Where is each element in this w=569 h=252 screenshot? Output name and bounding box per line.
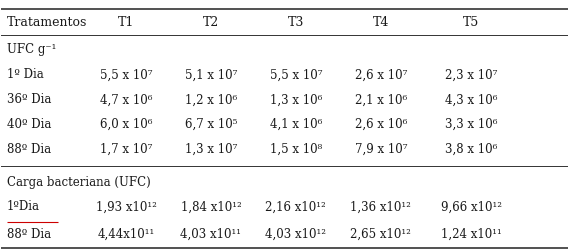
Text: 2,65 x10¹²: 2,65 x10¹² xyxy=(351,228,411,241)
Text: 1,93 x10¹²: 1,93 x10¹² xyxy=(96,201,156,213)
Text: 1,24 x10¹¹: 1,24 x10¹¹ xyxy=(441,228,502,241)
Text: T2: T2 xyxy=(203,16,219,29)
Text: 1,3 x 10⁶: 1,3 x 10⁶ xyxy=(270,93,322,106)
Text: 4,7 x 10⁶: 4,7 x 10⁶ xyxy=(100,93,152,106)
Text: 5,5 x 10⁷: 5,5 x 10⁷ xyxy=(270,68,322,81)
Text: T5: T5 xyxy=(463,16,480,29)
Text: T1: T1 xyxy=(118,16,134,29)
Text: 1,3 x 10⁷: 1,3 x 10⁷ xyxy=(185,143,237,156)
Text: T4: T4 xyxy=(373,16,389,29)
Text: 1,7 x 10⁷: 1,7 x 10⁷ xyxy=(100,143,152,156)
Text: 6,0 x 10⁶: 6,0 x 10⁶ xyxy=(100,118,152,131)
Text: 2,1 x 10⁶: 2,1 x 10⁶ xyxy=(354,93,407,106)
Text: 1ºDia: 1ºDia xyxy=(7,201,40,213)
Text: 40º Dia: 40º Dia xyxy=(7,118,51,131)
Text: 3,8 x 10⁶: 3,8 x 10⁶ xyxy=(445,143,497,156)
Text: 4,44x10¹¹: 4,44x10¹¹ xyxy=(97,228,155,241)
Text: 4,03 x10¹²: 4,03 x10¹² xyxy=(265,228,327,241)
Text: 5,1 x 10⁷: 5,1 x 10⁷ xyxy=(185,68,237,81)
Text: 1º Dia: 1º Dia xyxy=(7,68,44,81)
Text: 1,2 x 10⁶: 1,2 x 10⁶ xyxy=(185,93,237,106)
Text: 2,6 x 10⁷: 2,6 x 10⁷ xyxy=(354,68,407,81)
Text: 4,03 x10¹¹: 4,03 x10¹¹ xyxy=(180,228,241,241)
Text: T3: T3 xyxy=(288,16,304,29)
Text: 9,66 x10¹²: 9,66 x10¹² xyxy=(441,201,502,213)
Text: 2,6 x 10⁶: 2,6 x 10⁶ xyxy=(354,118,407,131)
Text: 1,36 x10¹²: 1,36 x10¹² xyxy=(351,201,411,213)
Text: 2,3 x 10⁷: 2,3 x 10⁷ xyxy=(445,68,497,81)
Text: 4,1 x 10⁶: 4,1 x 10⁶ xyxy=(270,118,322,131)
Text: 1,5 x 10⁸: 1,5 x 10⁸ xyxy=(270,143,322,156)
Text: 88º Dia: 88º Dia xyxy=(7,228,51,241)
Text: 2,16 x10¹²: 2,16 x10¹² xyxy=(266,201,326,213)
Text: Tratamentos: Tratamentos xyxy=(7,16,88,29)
Text: Carga bacteriana (UFC): Carga bacteriana (UFC) xyxy=(7,176,151,188)
Text: 1,84 x10¹²: 1,84 x10¹² xyxy=(180,201,241,213)
Text: 88º Dia: 88º Dia xyxy=(7,143,51,156)
Text: 5,5 x 10⁷: 5,5 x 10⁷ xyxy=(100,68,152,81)
Text: 3,3 x 10⁶: 3,3 x 10⁶ xyxy=(445,118,498,131)
Text: 7,9 x 10⁷: 7,9 x 10⁷ xyxy=(354,143,407,156)
Text: 4,3 x 10⁶: 4,3 x 10⁶ xyxy=(445,93,498,106)
Text: 36º Dia: 36º Dia xyxy=(7,93,51,106)
Text: UFC g⁻¹: UFC g⁻¹ xyxy=(7,44,56,56)
Text: 6,7 x 10⁵: 6,7 x 10⁵ xyxy=(185,118,237,131)
